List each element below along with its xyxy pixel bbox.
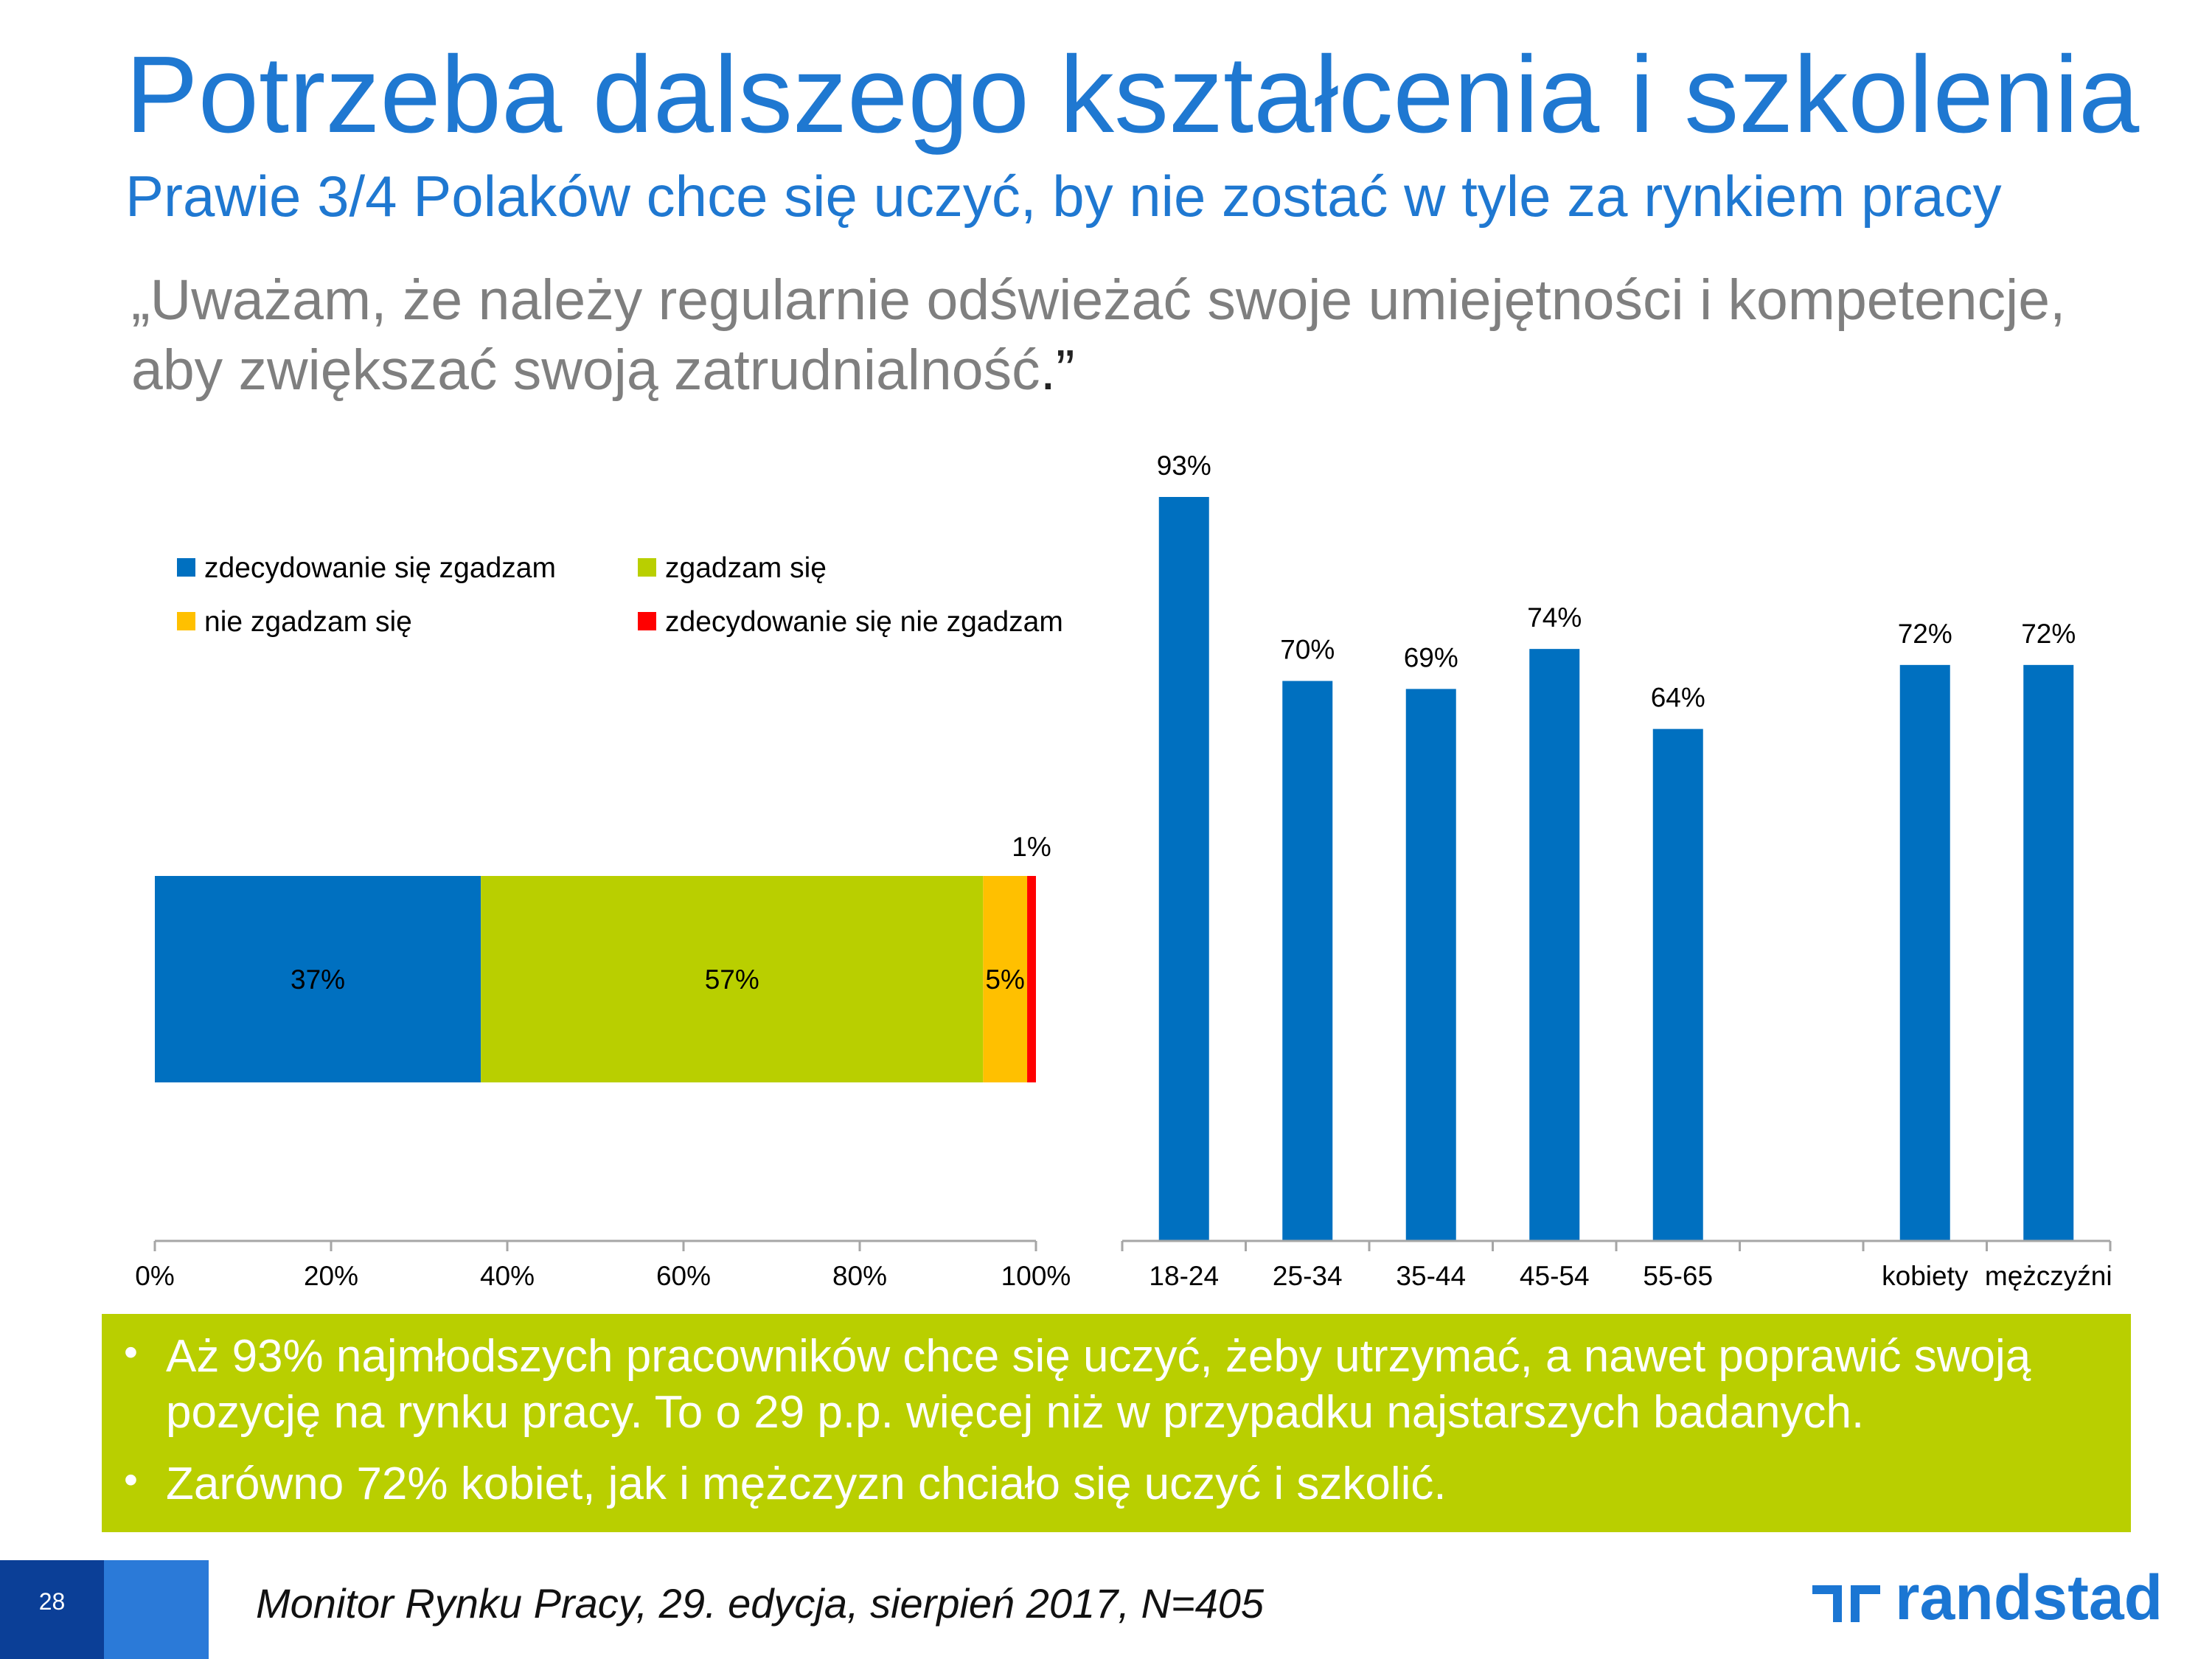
x-tick-label: 20% [304,1261,358,1291]
column-bar [1282,681,1333,1241]
stacked-bar-segment [481,876,984,1082]
finding-text: Aż 93% najmłodszych pracowników chce się… [166,1331,2031,1438]
data-label: 69% [1404,642,1458,672]
data-label: 5% [985,964,1024,995]
finding-text: Zarówno 72% kobiet, jak i mężczyzn chcia… [166,1458,1447,1510]
bullet-marker: • [124,1330,138,1374]
legend-swatch [638,558,656,577]
data-label: 70% [1280,635,1335,665]
data-label: 72% [2021,619,2076,649]
column-bar [1652,728,1703,1241]
key-findings-box: • Aż 93% najmłodszych pracowników chce si… [102,1314,2131,1532]
column-bar [1405,689,1456,1241]
column-bar [1529,649,1580,1241]
source-note: Monitor Rynku Pracy, 29. edycja, sierpie… [256,1580,1265,1627]
category-label: 25-34 [1273,1261,1343,1291]
x-tick-label: 100% [1001,1261,1071,1291]
legend-swatch [638,612,656,630]
data-label: 64% [1651,683,1705,713]
randstad-logo: randstad [1806,1563,2163,1644]
x-tick-label: 40% [480,1261,535,1291]
x-tick-label: 60% [656,1261,711,1291]
x-tick-label: 0% [135,1261,174,1291]
legend-swatch [177,612,195,630]
legend-label: zdecydowanie się nie zgadzam [665,606,1063,638]
legend-swatch [177,558,195,577]
page-number-box [0,1560,104,1659]
charts-area: zdecydowanie się zgadzam zgadzam się nie z… [135,451,2112,1291]
x-tick-label: 80% [832,1261,887,1291]
data-label: 93% [1157,451,1211,481]
survey-statement-end: .” [1040,338,1075,402]
data-label: 74% [1527,602,1582,633]
survey-statement-text: „Uważam, że należy regularnie odświeżać … [131,268,2066,402]
category-label: 55-65 [1643,1261,1713,1291]
data-label: 72% [1898,619,1952,649]
data-label: 57% [705,964,759,995]
category-label: mężczyźni [1985,1261,2112,1291]
column-bar [1158,497,1209,1241]
page-number: 28 [38,1588,66,1615]
randstad-logo-icon [1812,1585,1880,1622]
stacked-bar-segment [1027,876,1036,1082]
randstad-wordmark: randstad [1895,1562,2163,1633]
page-subtitle: Prawie 3/4 Polaków chce się uczyć, by ni… [125,164,2002,229]
category-label: 35-44 [1396,1261,1466,1291]
legend-label: zgadzam się [665,552,827,584]
category-label: kobiety [1882,1261,1969,1291]
data-label: 1% [1012,832,1051,862]
column-bar [2023,664,2074,1241]
finding-bullet: • Zarówno 72% kobiet, jak i mężczyzn chci… [124,1456,2109,1512]
finding-bullet: • Aż 93% najmłodszych pracowników chce si… [124,1329,2109,1440]
stacked-bar-segment [983,876,1028,1082]
data-label: 37% [291,964,345,995]
legend-label: zdecydowanie się zgadzam [204,552,556,584]
category-label: 18-24 [1149,1261,1219,1291]
survey-statement: „Uważam, że należy regularnie odświeżać … [131,265,2122,405]
column-bar [1899,664,1950,1241]
stacked-bar-segment [155,876,481,1082]
bullet-marker: • [124,1458,138,1503]
legend-label: nie zgadzam się [204,606,412,638]
category-label: 45-54 [1520,1261,1590,1291]
page-title: Potrzeba dalszego kształcenia i szkoleni… [125,34,2140,156]
page-accent-box [104,1560,209,1659]
